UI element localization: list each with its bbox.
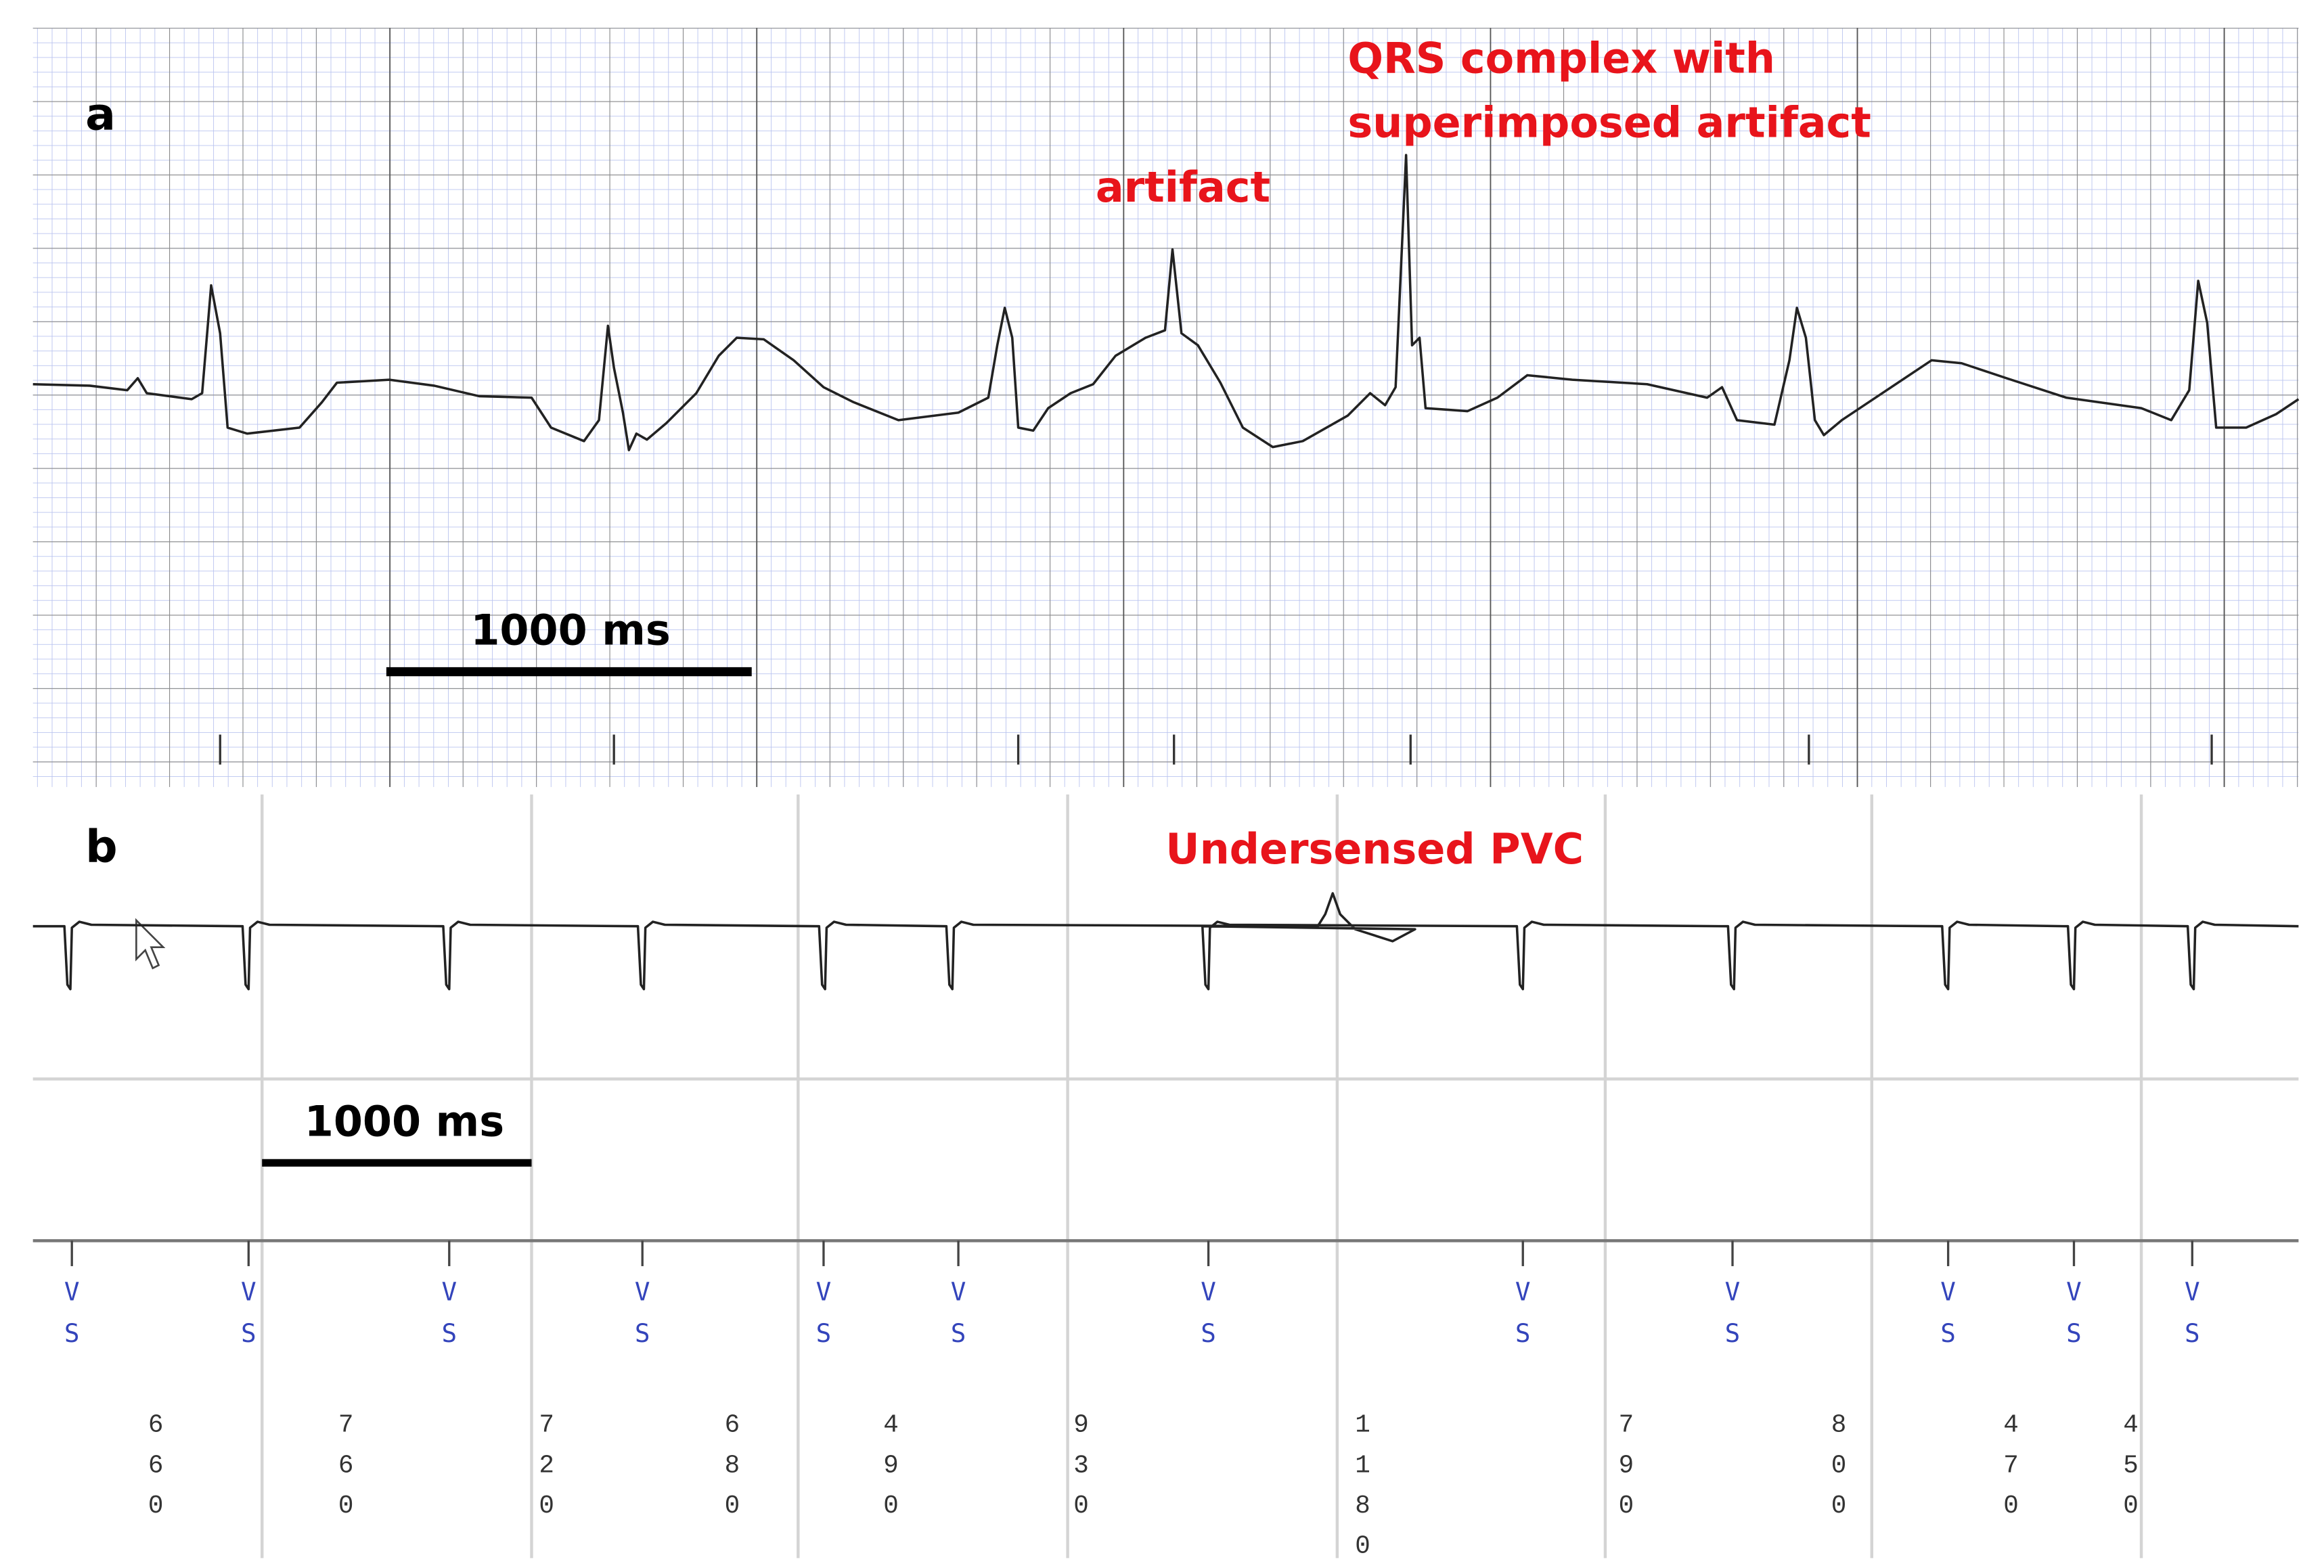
egm-trace bbox=[32, 892, 2299, 991]
marker-label: VS bbox=[2059, 1276, 2088, 1360]
interval-label: 790 bbox=[1612, 1412, 1640, 1533]
interval-label: 660 bbox=[141, 1412, 170, 1533]
marker-label: VS bbox=[809, 1276, 839, 1360]
interval-label: 450 bbox=[2117, 1412, 2145, 1533]
marker-label: VS bbox=[1194, 1276, 1224, 1360]
interval-label: 800 bbox=[1825, 1412, 1853, 1533]
annotation: superimposed artifact bbox=[1347, 98, 1871, 148]
interval-label: 490 bbox=[877, 1412, 906, 1533]
annotation: QRS complex with bbox=[1347, 34, 1775, 83]
interval-label: 1180 bbox=[1348, 1412, 1377, 1568]
marker-label: VS bbox=[57, 1276, 87, 1360]
marker-label: VS bbox=[627, 1276, 657, 1360]
interval-label: 930 bbox=[1067, 1412, 1096, 1533]
marker-label: VS bbox=[434, 1276, 464, 1360]
marker-label: VS bbox=[1718, 1276, 1747, 1360]
marker-label: VS bbox=[1934, 1276, 1963, 1360]
panel-a: a 1000 ms artifact QRS complex with supe… bbox=[32, 28, 2300, 787]
marker-label: VS bbox=[943, 1276, 973, 1360]
marker-label: VS bbox=[233, 1276, 263, 1360]
scale-bar-label: 1000 ms bbox=[470, 606, 670, 655]
ecg-trace bbox=[32, 154, 2300, 451]
panel-label: a bbox=[85, 88, 116, 141]
annotation: Undersensed PVC bbox=[1165, 824, 1584, 874]
cursor bbox=[135, 918, 166, 970]
marker-label: VS bbox=[1508, 1276, 1538, 1360]
sense-ticks bbox=[219, 734, 2213, 765]
panel-b: b 1000 ms Undersensed PVC VS VS VS VS VS VS VS… bbox=[32, 794, 2299, 1568]
scale-bar-label: 1000 ms bbox=[305, 1096, 504, 1146]
grid-major bbox=[32, 28, 2299, 787]
interval-label: 760 bbox=[332, 1412, 360, 1533]
interval-label: 680 bbox=[718, 1412, 746, 1533]
interval-label: 720 bbox=[533, 1412, 561, 1533]
grid bbox=[32, 794, 2299, 1559]
marker-label: VS bbox=[2177, 1276, 2207, 1360]
interval-label: 470 bbox=[1997, 1412, 2026, 1533]
annotation: artifact bbox=[1096, 162, 1270, 212]
panel-label: b bbox=[85, 820, 118, 873]
